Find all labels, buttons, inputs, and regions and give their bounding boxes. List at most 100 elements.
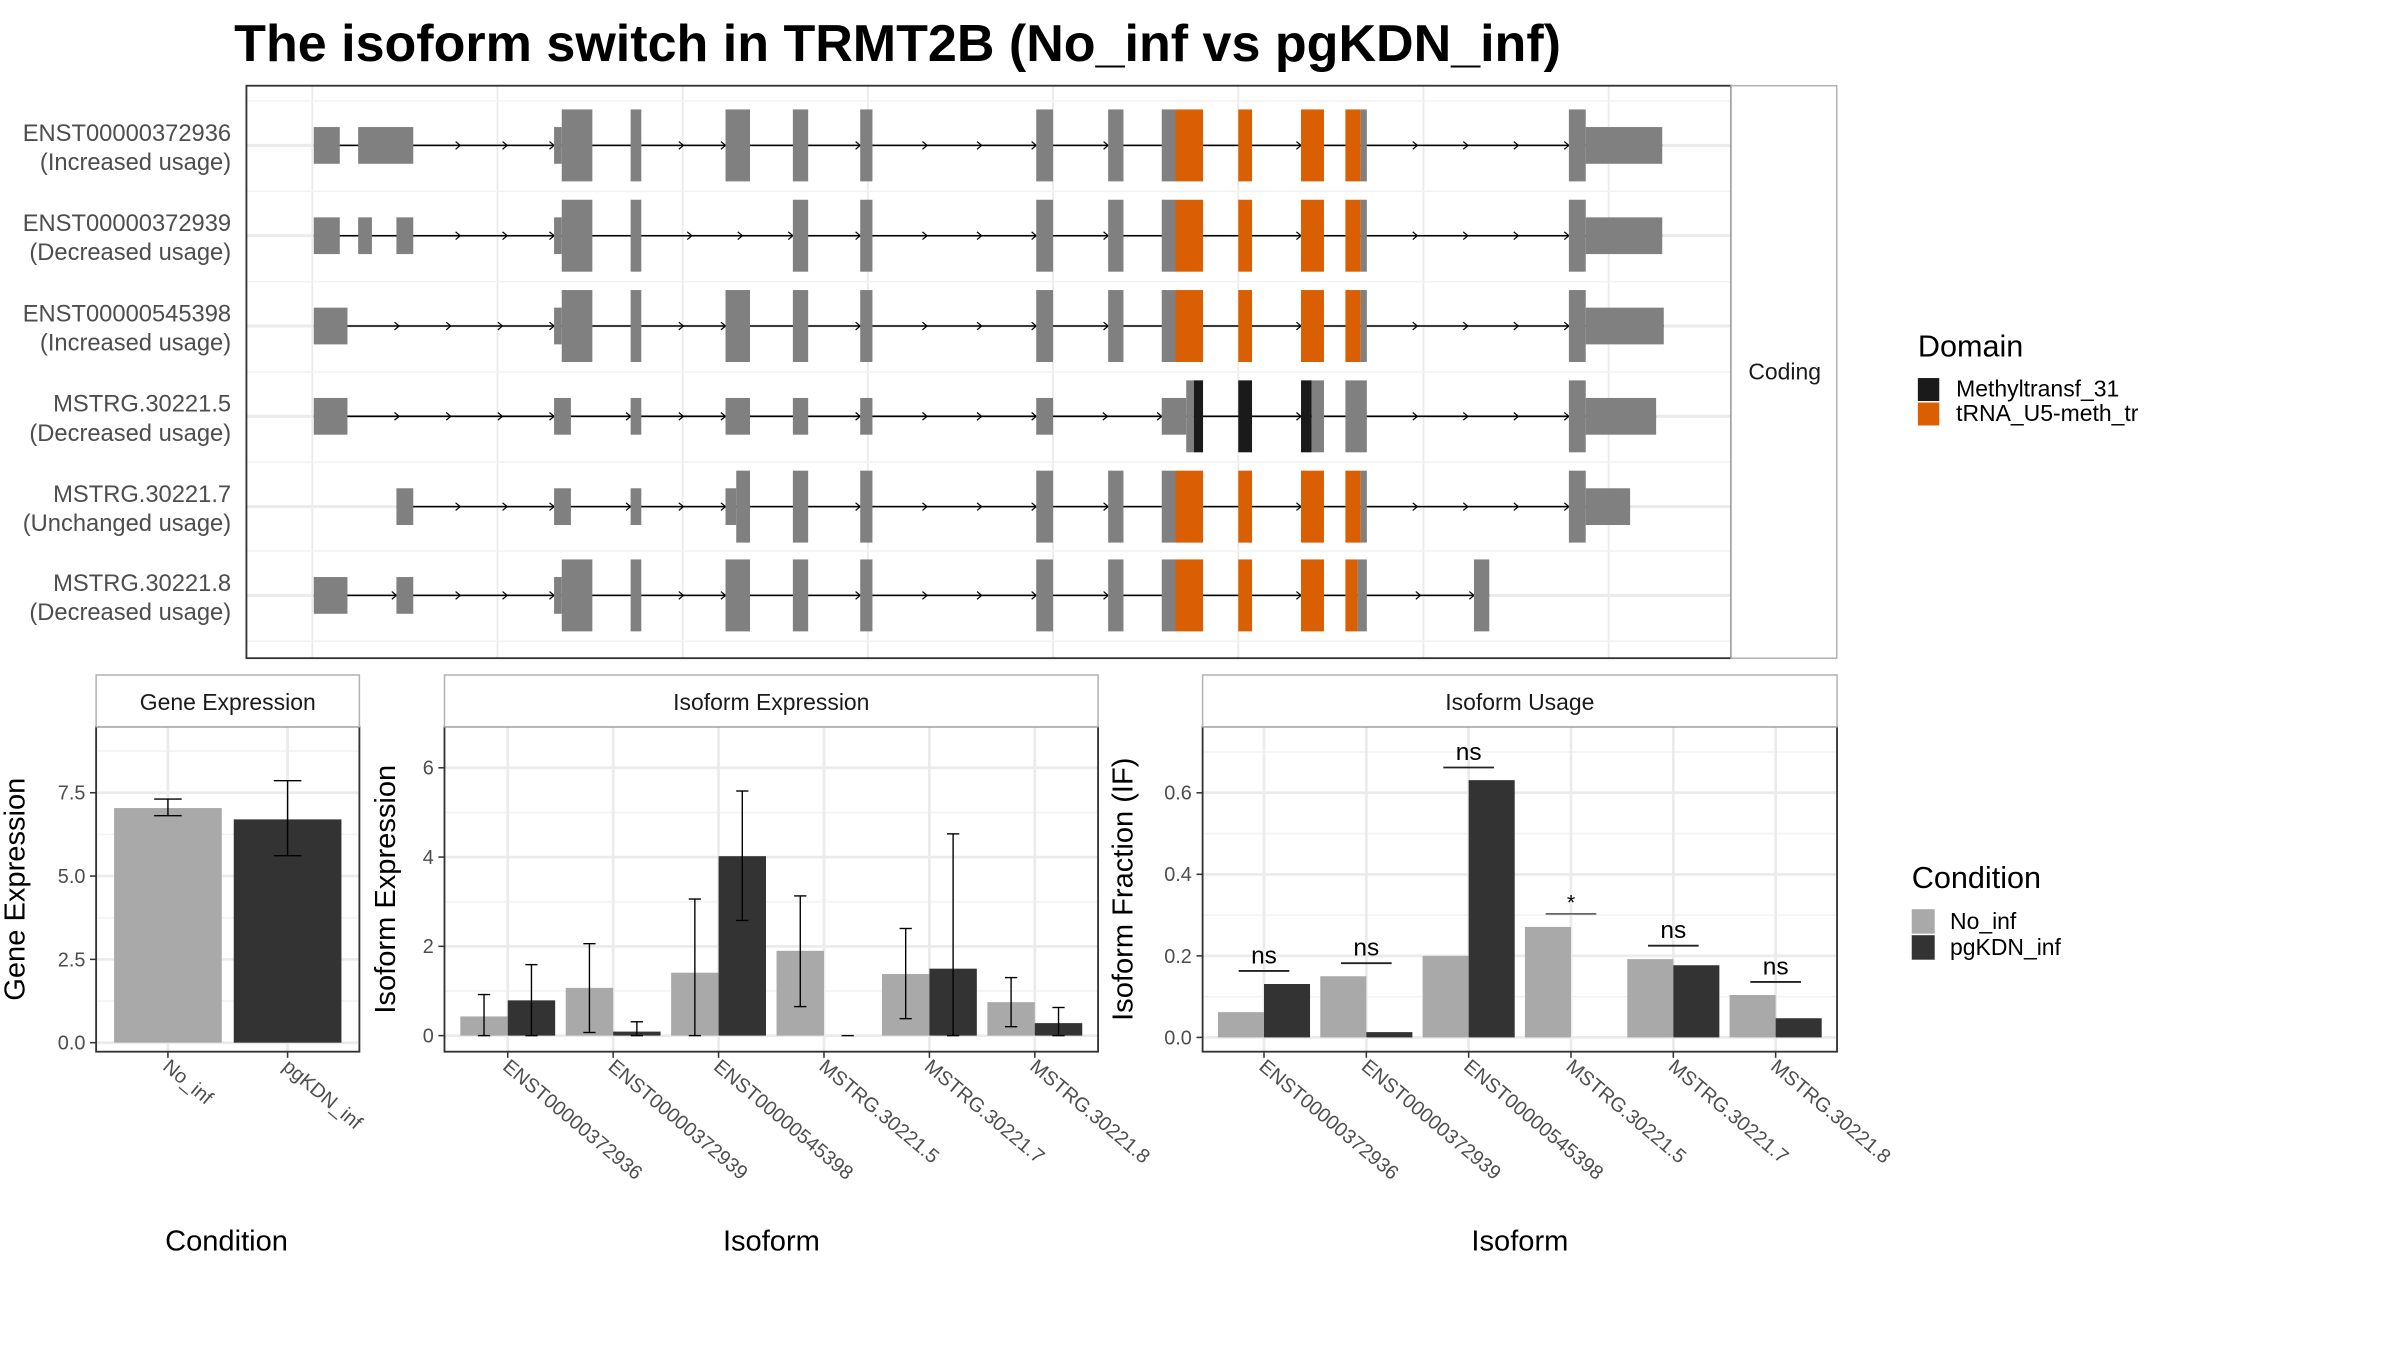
strand-arrow-icon [1103, 502, 1110, 511]
strand-arrow-icon [502, 591, 509, 600]
exon-domain-trna-u5-meth-tr [1301, 559, 1324, 632]
bar-no-inf [1524, 926, 1571, 1038]
chart-isoform-expression: 0246ENST00000372936ENST00000372939ENST00… [370, 674, 1154, 1258]
coding-exon [1036, 109, 1054, 182]
coding-exon [860, 559, 873, 632]
coding-exon [1311, 380, 1324, 453]
utr-exon [554, 217, 562, 255]
coding-exon [725, 109, 750, 182]
coding-exon [792, 109, 809, 182]
utr-exon [792, 397, 809, 435]
strand-arrow-icon [1513, 231, 1520, 241]
coding-exon [1473, 559, 1490, 632]
coding-exon [1360, 109, 1367, 182]
legend-key [1917, 378, 1940, 402]
strand-arrow-icon [445, 412, 452, 421]
utr-exon [396, 577, 414, 614]
y-tick-label: 5.0 [58, 866, 86, 888]
legend-label: Methyltransf_31 [1956, 375, 2119, 401]
x-axis-title: Isoform [723, 1226, 820, 1258]
coding-exon [1161, 199, 1176, 272]
coding-exon [630, 290, 642, 362]
strand-arrow-icon [1103, 141, 1110, 150]
exon-domain-trna-u5-meth-tr [1301, 199, 1324, 272]
coding-exon [1108, 559, 1124, 632]
legend-key [1911, 909, 1935, 934]
strand-arrow-icon [549, 591, 556, 600]
utr-exon [358, 217, 372, 255]
strand-arrow-icon [497, 412, 504, 421]
coding-exon [561, 109, 593, 182]
strand-arrow-icon [922, 412, 928, 421]
strand-arrow-icon [678, 141, 685, 150]
significance-label: ns [1251, 942, 1277, 969]
strand-arrow-icon [502, 502, 509, 511]
transcript-id-label: MSTRG.30221.7 [53, 482, 231, 508]
coding-exon [860, 109, 873, 182]
transcript-usage-label: (Decreased usage) [29, 240, 231, 266]
exon-domain-trna-u5-meth-tr [1238, 290, 1253, 362]
y-tick-label: 2.5 [58, 949, 86, 971]
coding-exon [860, 470, 873, 543]
coding-exon [561, 559, 593, 632]
strand-arrow-icon [394, 321, 401, 331]
coding-exon [1568, 380, 1586, 453]
strand-arrow-icon [502, 231, 509, 241]
bar-pgkdn-inf [1775, 1018, 1822, 1038]
exon-domain-trna-u5-meth-tr [1345, 109, 1361, 182]
exon-domain-trna-u5-meth-tr [1175, 290, 1204, 362]
strand-arrow-icon [497, 321, 504, 331]
coding-exon [792, 290, 809, 362]
transcript-id-label: MSTRG.30221.5 [53, 392, 231, 418]
exon-domain-trna-u5-meth-tr [1345, 199, 1361, 272]
bar-pgkdn-inf [1366, 1032, 1413, 1038]
utr-exon [1585, 397, 1657, 435]
facet-strip [443, 674, 1099, 728]
significance-label: * [1567, 890, 1575, 914]
strand-arrow-icon [1513, 321, 1520, 331]
coding-exon [1108, 199, 1124, 272]
utr-exon [1585, 307, 1664, 345]
facet-strip [95, 674, 361, 728]
coding-exon [792, 199, 809, 272]
strand-arrow-icon [549, 502, 556, 511]
coding-exon [1568, 199, 1586, 272]
y-tick-label: 0.0 [1164, 1027, 1192, 1049]
coding-exon [630, 559, 642, 632]
coding-exon [1161, 290, 1176, 362]
coding-exon [736, 470, 750, 543]
coding-exon [561, 290, 593, 362]
strand-arrow-icon [549, 231, 556, 241]
transcript-row: MSTRG.30221.8 (Decreased usage) [29, 559, 1490, 632]
exon-domain-trna-u5-meth-tr [1301, 470, 1324, 543]
strand-arrow-icon [455, 231, 462, 241]
x-tick-label: No_inf [159, 1055, 218, 1109]
exon-domain-trna-u5-meth-tr [1175, 559, 1204, 632]
chart-isoform-usage: 0.00.20.40.6ns nsns*nsnsENST00000372936EN… [1108, 674, 1895, 1258]
strand-arrow-icon [394, 412, 401, 421]
strand-arrow-icon [502, 141, 509, 150]
strand-arrow-icon [1103, 321, 1110, 331]
utr-exon [313, 577, 348, 614]
coding-exon [1568, 109, 1586, 182]
transcript-row: ENST00000372936 (Increased usage) [23, 109, 1663, 182]
y-tick-label: 4 [423, 847, 434, 869]
coding-exon [1345, 380, 1367, 453]
exon-domain-trna-u5-meth-tr [1301, 109, 1324, 182]
figure-title: The isoform switch in TRMT2B (No_inf vs … [234, 15, 1561, 73]
exon-domain-trna-u5-meth-tr [1345, 290, 1361, 362]
strand-arrow-icon [976, 591, 983, 600]
utr-exon [554, 397, 571, 435]
chart-title: Gene Expression [140, 689, 316, 715]
facet-strip [1201, 674, 1838, 728]
utr-exon [554, 488, 571, 525]
exon-domain-trna-u5-meth-tr [1345, 470, 1361, 543]
chart-title: Isoform Expression [673, 689, 869, 715]
strand-arrow-icon [1462, 412, 1469, 421]
strand-arrow-icon [922, 321, 928, 331]
transcript-structure-panel: ENST00000372936(Increased usage)ENST0000… [23, 84, 1838, 660]
strand-arrow-icon [1102, 412, 1109, 421]
coding-exon [792, 470, 809, 543]
exon-domain-trna-u5-meth-tr [1175, 109, 1204, 182]
